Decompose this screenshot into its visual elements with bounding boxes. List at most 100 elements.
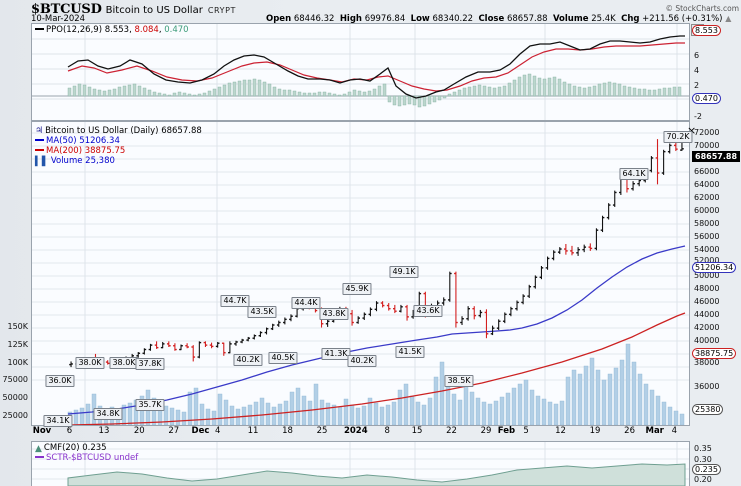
ppo-hist-tag: 0.470	[692, 93, 721, 104]
date-tick-27: 27	[168, 426, 180, 436]
candlestick-series	[69, 139, 684, 368]
ppo-value: 8.553	[104, 25, 130, 35]
cmf-legend: ▲ CMF(20) 0.235 SCTR-$BTCUSD undef	[35, 443, 138, 463]
sctr-label: SCTR-$BTCUSD undef	[46, 453, 139, 463]
price-callout: 37.8K	[135, 358, 165, 370]
price-callout: 35.7K	[135, 399, 165, 411]
price-callout: 64.1K	[619, 168, 649, 180]
quote-date: 10-Mar-2024	[31, 14, 86, 24]
ticker-symbol[interactable]: $BTCUSD	[31, 2, 102, 17]
close-value: 68657.88	[506, 14, 548, 24]
price-callout: 40.2K	[347, 355, 377, 367]
price-callout: 41.3K	[321, 348, 351, 360]
price-tick-38000: 38000	[694, 358, 720, 367]
price-tick-62000: 62000	[694, 193, 720, 202]
price-callout: 45.9K	[342, 283, 372, 295]
ma200-price-tag: 38875.75	[692, 348, 737, 359]
ppo-indicator-panel[interactable]: ×	[31, 23, 704, 121]
date-tick-4: 4	[671, 426, 678, 436]
price-callout: 40.2K	[233, 354, 263, 366]
ticker-name: Bitcoin to US Dollar	[105, 5, 203, 16]
cmf-indicator-panel[interactable]	[31, 441, 690, 486]
ma50-price-tag: 51206.34	[692, 262, 737, 273]
volume-tag: 25380	[692, 404, 724, 415]
price-close-icon[interactable]: ×	[687, 124, 696, 137]
date-tick-26: 26	[624, 426, 635, 436]
date-tick-dec: Dec	[191, 426, 210, 436]
volume-tick-125k: 125K	[7, 340, 28, 349]
price-callout: 49.1K	[389, 266, 419, 278]
ppo-signal-value: 8.084	[134, 25, 159, 35]
ma200-label: MA(200) 38875.75	[46, 146, 126, 156]
date-tick-12: 12	[555, 426, 566, 436]
chg-value: +211.56 (+0.31%)	[642, 14, 723, 24]
price-callout: 40.5K	[268, 352, 298, 364]
price-callout: 44.4K	[291, 297, 321, 309]
chg-label: Chg	[621, 14, 640, 24]
ppo-tick-2: 2	[694, 81, 700, 90]
cmf-tick-035: 0.35	[694, 444, 712, 453]
price-chart-panel[interactable]: ×	[31, 121, 696, 426]
volume-legend-label: Volume 25,380	[50, 156, 115, 166]
date-tick-25: 25	[316, 426, 328, 436]
ma50-label: MA(50) 51206.34	[46, 136, 120, 146]
cmf-value: 0.235	[82, 443, 107, 453]
cmf-tick-030: 0.30	[694, 455, 712, 464]
date-tick-18: 18	[282, 426, 293, 436]
date-tick-feb: Feb	[497, 426, 516, 436]
date-tick-2024: 2024	[343, 426, 368, 436]
date-tick-22: 22	[446, 426, 457, 436]
price-tick-64000: 64000	[694, 180, 720, 189]
date-tick-4: 4	[214, 426, 221, 436]
high-label: High	[339, 14, 362, 24]
price-callout: 38.0K	[109, 357, 139, 369]
price-tick-40000: 40000	[694, 336, 720, 345]
date-tick-11: 11	[247, 426, 259, 436]
price-callout: 44.7K	[220, 295, 250, 307]
ppo-value-tag: 8.553	[692, 25, 721, 36]
price-callout: 36.0K	[45, 375, 75, 387]
price-tick-36000: 36000	[694, 382, 720, 391]
volume-tick-25000: 25000	[2, 411, 28, 420]
cmf-plot	[32, 442, 689, 486]
cmf-area-icon: ▲	[35, 444, 42, 454]
price-legend-title: Bitcoin to US Dollar (Daily) 68657.88	[45, 126, 202, 136]
price-tick-48000: 48000	[694, 284, 720, 293]
price-tick-50000: 50000	[694, 271, 720, 280]
close-label: Close	[478, 14, 505, 24]
cmf-tick-020: 0.20	[694, 475, 712, 484]
price-plot	[32, 122, 689, 425]
ppo-tick-minus2: -2	[694, 112, 702, 121]
ppo-legend: PPO(12,26,9) 8.553, 8.084, 0.470	[35, 25, 189, 35]
price-tick-70000: 70000	[694, 141, 720, 150]
ma200-swatch	[35, 149, 44, 151]
open-value: 68446.32	[293, 14, 335, 24]
date-tick-6: 6	[66, 426, 73, 436]
date-tick-8: 8	[384, 426, 390, 436]
price-tick-72000: 72000	[694, 128, 720, 137]
volume-tick-50000: 50000	[2, 393, 28, 402]
volume-value: 25.4K	[591, 14, 616, 24]
price-tick-52000: 52000	[694, 256, 720, 265]
price-callout: 38.0K	[75, 357, 105, 369]
chart-header: $BTCUSD Bitcoin to US Dollar CRYPT 10-Mar-…	[31, 2, 741, 24]
price-tick-44000: 44000	[694, 310, 720, 319]
high-value: 69976.84	[364, 14, 406, 24]
price-callout: 41.5K	[395, 346, 425, 358]
price-callout: 43.8K	[319, 308, 349, 320]
quote-bar: Open 68446.32 High 69976.84 Low 68340.22…	[266, 14, 731, 24]
date-tick-20: 20	[133, 426, 145, 436]
price-tick-60000: 60000	[694, 206, 720, 215]
ma50-swatch	[35, 139, 44, 141]
price-callout: 34.1K	[43, 415, 73, 427]
low-label: Low	[410, 14, 430, 24]
sctr-swatch	[35, 456, 44, 458]
cmf-value-tag: 0.235	[692, 464, 721, 475]
price-tick-46000: 46000	[694, 297, 720, 306]
date-tick-5: 5	[523, 426, 529, 436]
price-callout: 43.6K	[413, 305, 443, 317]
date-tick-19: 19	[589, 426, 601, 436]
date-tick-13: 13	[98, 426, 110, 436]
volume-bar-icon: ▍▌	[35, 157, 49, 167]
